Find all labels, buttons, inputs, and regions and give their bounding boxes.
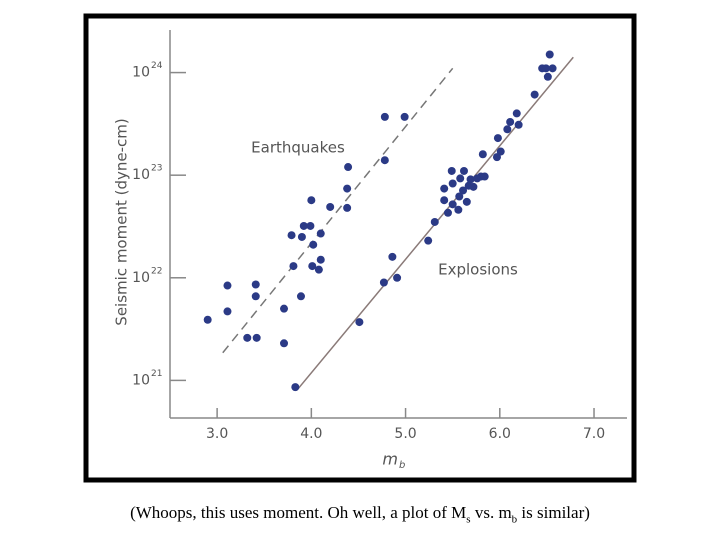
point (243, 333, 252, 342)
point (251, 292, 260, 301)
point (545, 50, 554, 59)
x-tick-label: 4.0 (300, 426, 322, 442)
point (280, 304, 289, 313)
point (251, 280, 260, 289)
point (287, 231, 296, 240)
point (440, 184, 449, 193)
caption-text: is similar) (517, 503, 590, 522)
point (280, 339, 289, 348)
point (297, 232, 306, 241)
x-tick-label: 5.0 (394, 426, 416, 442)
point (252, 333, 261, 342)
point (459, 166, 468, 175)
point (448, 179, 457, 188)
caption: (Whoops, this uses moment. Oh well, a pl… (0, 503, 720, 525)
point (466, 175, 475, 184)
point (503, 125, 512, 134)
point (512, 109, 521, 118)
caption-text: (Whoops, this uses moment. Oh well, a pl… (130, 503, 467, 522)
point (296, 292, 305, 301)
point (430, 217, 439, 226)
point (469, 182, 478, 191)
caption-text: vs. m (470, 503, 512, 522)
point (316, 229, 325, 238)
point (506, 117, 515, 126)
y-tick-label: 10 (132, 65, 150, 81)
x-tick-label: 6.0 (489, 426, 511, 442)
point (343, 184, 352, 193)
point (543, 72, 552, 81)
point (496, 147, 505, 156)
x-tick-label: 3.0 (206, 426, 228, 442)
x-axis-label-sub: b (399, 460, 405, 471)
point (478, 150, 487, 159)
caption-sub: b (511, 513, 518, 526)
point (203, 315, 212, 324)
y-tick-sup: 22 (151, 266, 162, 276)
point (388, 252, 397, 261)
y-axis-label: Seismic moment (dyne-cm) (113, 118, 131, 325)
x-axis-label: m (382, 450, 398, 469)
point (380, 156, 389, 165)
point (393, 273, 402, 282)
point (541, 64, 550, 73)
point (456, 174, 465, 183)
point (448, 200, 457, 209)
point (316, 255, 325, 264)
x-tick-label: 7.0 (583, 426, 605, 442)
y-tick-label: 10 (132, 372, 150, 388)
point (299, 221, 308, 230)
point (459, 186, 468, 195)
series-label: Explosions (438, 261, 518, 279)
point (314, 265, 323, 274)
point (379, 278, 388, 287)
point (530, 90, 539, 99)
point (308, 262, 317, 271)
point (344, 163, 353, 172)
caption-sub: s (466, 513, 471, 526)
point (447, 166, 456, 175)
point (309, 240, 318, 249)
y-tick-sup: 23 (151, 164, 162, 174)
frame (83, 13, 637, 483)
point (480, 172, 489, 181)
point (307, 196, 316, 205)
point (289, 262, 298, 271)
y-tick-label: 10 (132, 167, 150, 183)
point (326, 202, 335, 211)
point (306, 221, 315, 230)
point (400, 112, 409, 121)
point (343, 203, 352, 212)
point (291, 383, 300, 392)
series-label: Earthquakes (251, 139, 345, 157)
point (424, 236, 433, 245)
point (223, 307, 232, 316)
point (455, 192, 464, 201)
point (514, 120, 523, 129)
point (493, 134, 502, 143)
point (223, 281, 232, 290)
y-tick-label: 10 (132, 270, 150, 286)
fit-line (222, 67, 454, 354)
point (454, 205, 463, 214)
point (440, 196, 449, 205)
y-tick-sup: 21 (151, 369, 162, 379)
point (548, 64, 557, 73)
point (355, 318, 364, 327)
point (380, 112, 389, 121)
point (443, 208, 452, 217)
y-tick-sup: 24 (151, 61, 163, 71)
point (462, 197, 471, 206)
